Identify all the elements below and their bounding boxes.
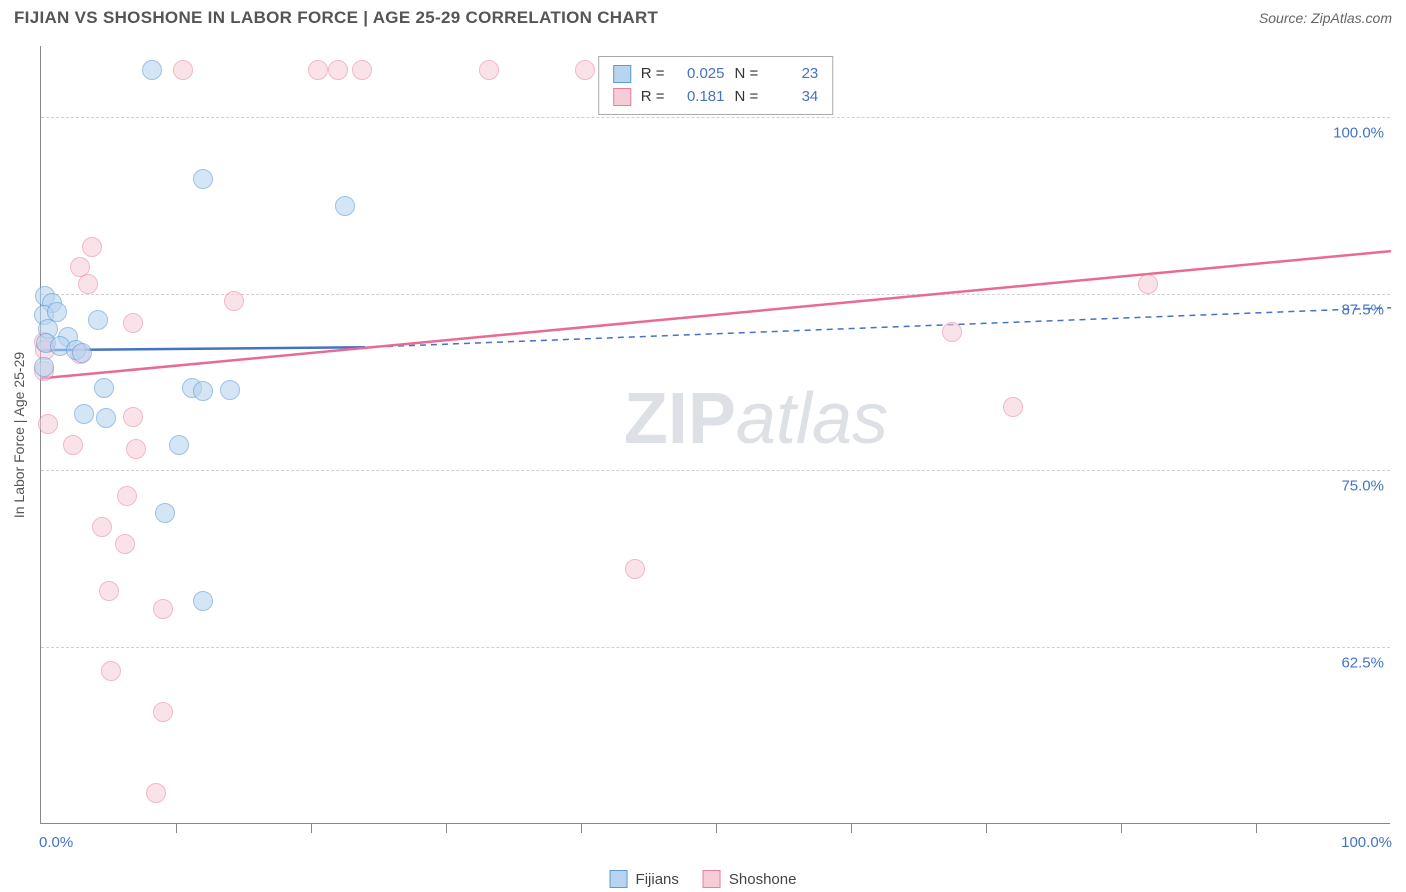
swatch-shoshone [613, 88, 631, 106]
x-minor-tick [986, 823, 987, 833]
fijians-point [96, 408, 116, 428]
legend-item-shoshone: Shoshone [703, 870, 797, 888]
shoshone-point [78, 274, 98, 294]
x-minor-tick [1256, 823, 1257, 833]
shoshone-point [1138, 274, 1158, 294]
legend-swatch-shoshone [703, 870, 721, 888]
fijians-point [88, 310, 108, 330]
x-minor-tick [311, 823, 312, 833]
shoshone-point [117, 486, 137, 506]
shoshone-point [153, 599, 173, 619]
shoshone-point [352, 60, 372, 80]
shoshone-point [123, 407, 143, 427]
x-minor-tick [581, 823, 582, 833]
shoshone-point [38, 414, 58, 434]
y-axis-label: In Labor Force | Age 25-29 [11, 351, 27, 517]
x-minor-tick [176, 823, 177, 833]
fijians-point [142, 60, 162, 80]
trend-line [41, 251, 1391, 378]
shoshone-point [153, 702, 173, 722]
stat-n-label: N = [735, 63, 759, 86]
fijians-point [335, 196, 355, 216]
shoshone-point [63, 435, 83, 455]
stats-legend-box: R = 0.025 N = 23 R = 0.181 N = 34 [598, 56, 834, 115]
x-axis-max-label: 100.0% [1341, 834, 1392, 851]
trend-lines-svg [41, 46, 1390, 823]
stat-r-shoshone: 0.181 [675, 86, 725, 109]
x-minor-tick [716, 823, 717, 833]
fijians-point [74, 404, 94, 424]
fijians-point [169, 435, 189, 455]
stat-r-label-2: R = [641, 86, 665, 109]
shoshone-point [224, 291, 244, 311]
shoshone-point [123, 313, 143, 333]
fijians-point [193, 591, 213, 611]
scatter-chart: In Labor Force | Age 25-29 62.5%75.0%87.… [40, 46, 1390, 824]
fijians-point [34, 357, 54, 377]
shoshone-point [126, 439, 146, 459]
shoshone-point [146, 783, 166, 803]
source-cite: Source: ZipAtlas.com [1259, 10, 1392, 26]
fijians-point [94, 378, 114, 398]
shoshone-point [942, 322, 962, 342]
fijians-point [193, 381, 213, 401]
stat-n-fijians: 23 [768, 63, 818, 86]
shoshone-point [115, 534, 135, 554]
shoshone-point [92, 517, 112, 537]
shoshone-point [1003, 397, 1023, 417]
fijians-point [193, 169, 213, 189]
fijians-point [155, 503, 175, 523]
shoshone-point [479, 60, 499, 80]
stats-row-fijians: R = 0.025 N = 23 [613, 63, 819, 86]
legend-label-shoshone: Shoshone [729, 871, 797, 888]
swatch-fijians [613, 65, 631, 83]
x-minor-tick [1121, 823, 1122, 833]
legend-bottom: Fijians Shoshone [610, 870, 797, 888]
stat-n-shoshone: 34 [768, 86, 818, 109]
shoshone-point [101, 661, 121, 681]
shoshone-point [173, 60, 193, 80]
x-minor-tick [446, 823, 447, 833]
shoshone-point [82, 237, 102, 257]
stat-r-label: R = [641, 63, 665, 86]
shoshone-point [328, 60, 348, 80]
shoshone-point [99, 581, 119, 601]
stat-r-fijians: 0.025 [675, 63, 725, 86]
legend-item-fijians: Fijians [610, 870, 679, 888]
stat-n-label-2: N = [735, 86, 759, 109]
shoshone-point [308, 60, 328, 80]
fijians-point [72, 343, 92, 363]
shoshone-point [575, 60, 595, 80]
x-axis-min-label: 0.0% [39, 834, 73, 851]
x-minor-tick [851, 823, 852, 833]
legend-swatch-fijians [610, 870, 628, 888]
shoshone-point [625, 559, 645, 579]
fijians-point [220, 380, 240, 400]
stats-row-shoshone: R = 0.181 N = 34 [613, 86, 819, 109]
chart-title: FIJIAN VS SHOSHONE IN LABOR FORCE | AGE … [14, 8, 658, 28]
chart-header: FIJIAN VS SHOSHONE IN LABOR FORCE | AGE … [0, 0, 1406, 38]
trend-line [365, 308, 1391, 348]
legend-label-fijians: Fijians [636, 871, 679, 888]
